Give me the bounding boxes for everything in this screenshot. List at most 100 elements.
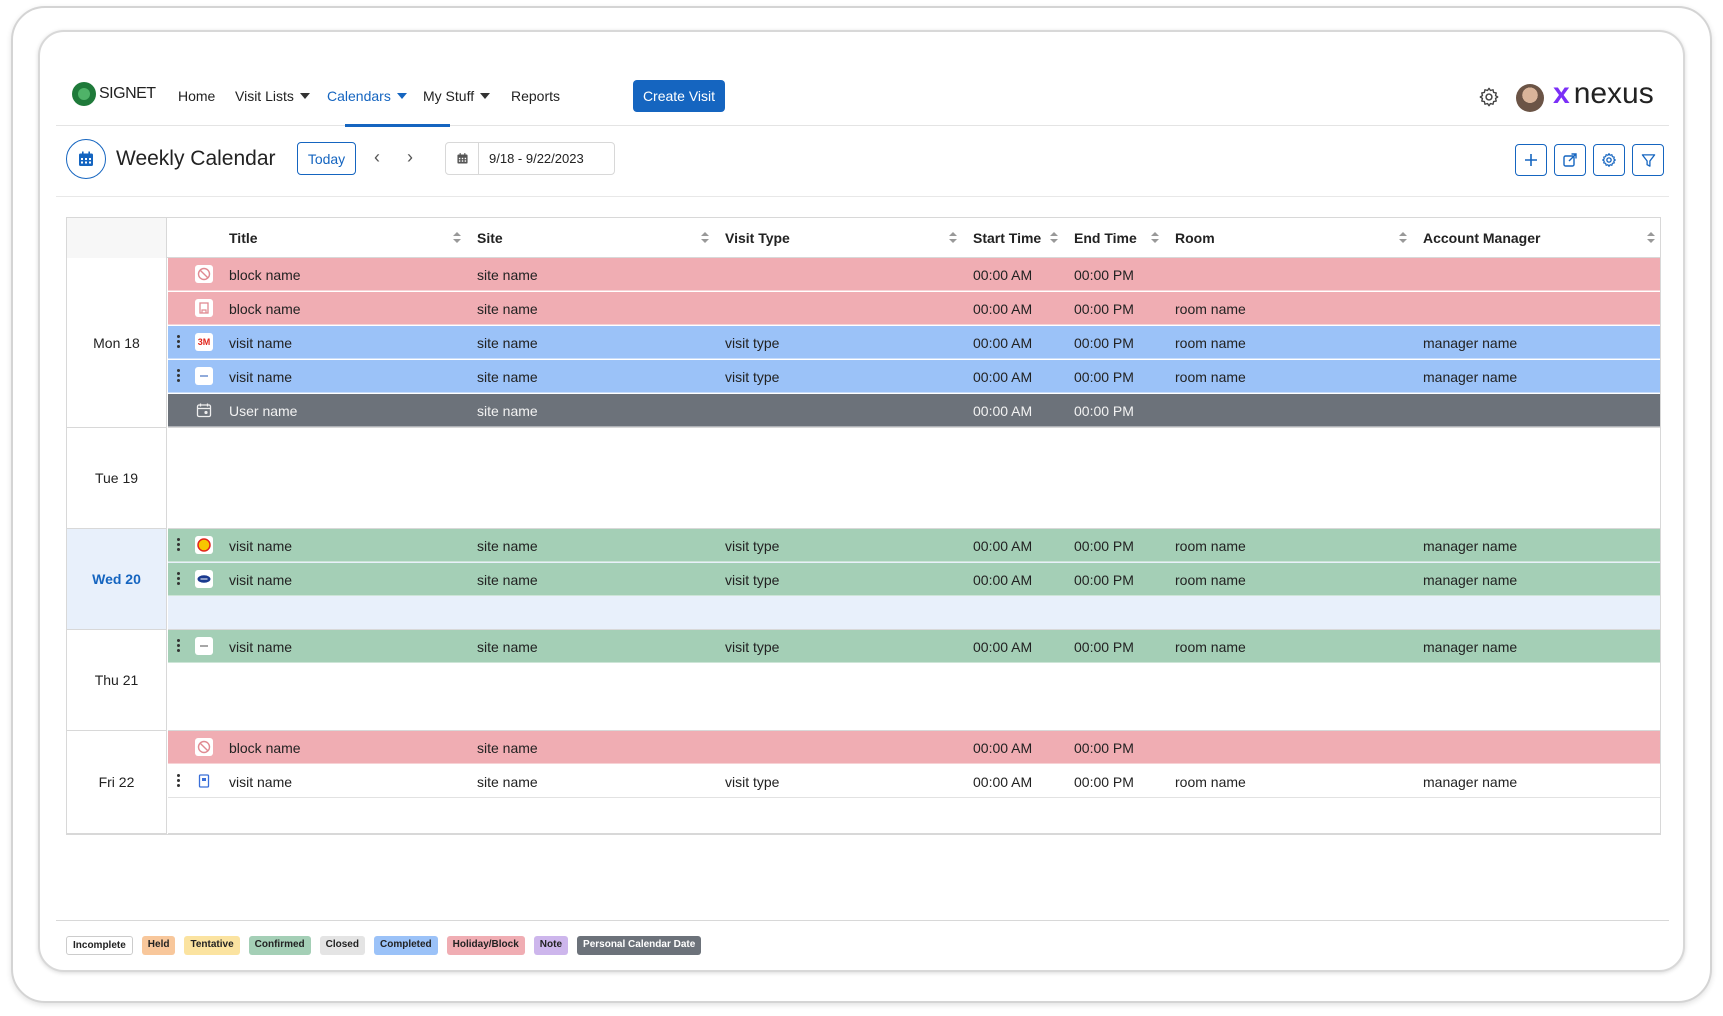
nav-home[interactable]: Home xyxy=(178,88,215,104)
row-menu-icon[interactable] xyxy=(177,538,181,552)
chevron-down-icon xyxy=(396,93,407,99)
row-start-time: 00:00 AM xyxy=(973,301,1033,317)
create-visit-button[interactable]: Create Visit xyxy=(633,80,725,112)
legend-badge-note: Note xyxy=(533,936,569,955)
column-header-room[interactable]: Room xyxy=(1175,230,1215,246)
row-menu-icon[interactable] xyxy=(177,774,181,788)
sort-icon[interactable] xyxy=(1399,231,1407,245)
signet-logo[interactable]: SIGNET xyxy=(72,82,156,106)
column-header-start-time[interactable]: Start Time xyxy=(973,230,1042,246)
company-logo-ford-icon xyxy=(195,570,213,588)
table-row[interactable]: visit name site name visit type 00:00 AM… xyxy=(168,563,1660,596)
top-nav: SIGNET Home Visit Lists Calendars My Stu… xyxy=(56,48,1669,127)
row-site: site name xyxy=(477,335,538,351)
signet-logo-text: SIGNET xyxy=(99,85,156,102)
row-end-time: 00:00 PM xyxy=(1074,572,1134,588)
date-range-text: 9/18 - 9/22/2023 xyxy=(489,151,584,166)
row-start-time: 00:00 AM xyxy=(973,267,1033,283)
row-manager: manager name xyxy=(1423,639,1518,655)
column-header-end-time[interactable]: End Time xyxy=(1074,230,1137,246)
user-avatar[interactable] xyxy=(1516,84,1544,112)
row-end-time: 00:00 PM xyxy=(1074,335,1134,351)
row-end-time: 00:00 PM xyxy=(1074,301,1134,317)
column-header-site[interactable]: Site xyxy=(477,230,503,246)
next-week-icon[interactable]: › xyxy=(407,147,413,167)
day-area-tue[interactable] xyxy=(168,428,1660,529)
row-start-time: 00:00 AM xyxy=(973,335,1033,351)
weekly-calendar-table: Title Site Visit Type Start Time End Tim… xyxy=(66,217,1661,835)
row-title: visit name xyxy=(229,538,293,554)
row-menu-icon[interactable] xyxy=(177,369,181,383)
row-title: visit name xyxy=(229,572,293,588)
company-logo-3m-text: 3M xyxy=(197,337,211,347)
row-start-time: 00:00 AM xyxy=(973,403,1033,419)
sort-icon[interactable] xyxy=(701,231,709,245)
nav-visit-lists[interactable]: Visit Lists xyxy=(235,88,310,104)
export-button[interactable] xyxy=(1554,144,1586,176)
nexus-logo-text: nexus xyxy=(1573,77,1654,110)
row-visit-type: visit type xyxy=(725,538,780,554)
row-site: site name xyxy=(477,774,538,790)
nav-reports[interactable]: Reports xyxy=(511,88,560,104)
column-header-visit-type[interactable]: Visit Type xyxy=(725,230,790,246)
table-row[interactable]: block name site name 00:00 AM 00:00 PM xyxy=(168,258,1660,291)
sort-icon[interactable] xyxy=(1050,231,1058,245)
sort-icon[interactable] xyxy=(1151,231,1159,245)
day-label-thu: Thu 21 xyxy=(67,630,167,731)
signet-logo-icon xyxy=(72,82,96,106)
filter-button[interactable] xyxy=(1632,144,1664,176)
legend-badge-personal-calendar-date: Personal Calendar Date xyxy=(577,936,702,955)
row-menu-icon[interactable] xyxy=(177,335,181,349)
calendar-icon xyxy=(79,151,93,166)
add-button[interactable] xyxy=(1515,144,1547,176)
company-logo-shell-icon xyxy=(195,536,213,554)
filter-icon xyxy=(1641,153,1655,167)
page-title: Weekly Calendar xyxy=(116,147,276,170)
table-row[interactable]: visit name site name visit type 00:00 AM… xyxy=(168,765,1660,798)
row-menu-icon[interactable] xyxy=(177,639,181,653)
date-range-picker[interactable]: 9/18 - 9/22/2023 xyxy=(445,142,615,175)
nav-my-stuff[interactable]: My Stuff xyxy=(423,88,491,104)
row-site: site name xyxy=(477,538,538,554)
column-header-account-manager[interactable]: Account Manager xyxy=(1423,230,1541,246)
row-site: site name xyxy=(477,572,538,588)
day-area-mon xyxy=(168,258,1660,428)
row-end-time: 00:00 PM xyxy=(1074,740,1134,756)
row-visit-type: visit type xyxy=(725,639,780,655)
table-row[interactable]: 3M visit name site name visit type 00:00… xyxy=(168,326,1660,359)
legend-badge-closed: Closed xyxy=(319,936,365,955)
row-manager: manager name xyxy=(1423,572,1518,588)
column-header-title[interactable]: Title xyxy=(229,230,258,246)
row-manager: manager name xyxy=(1423,335,1518,351)
table-row[interactable]: User name site name 00:00 AM 00:00 PM xyxy=(168,394,1660,427)
calendar-settings-button[interactable] xyxy=(1593,144,1625,176)
day-label-fri: Fri 22 xyxy=(67,731,167,834)
table-row[interactable]: block name site name 00:00 AM 00:00 PM r… xyxy=(168,292,1660,325)
plus-icon xyxy=(1525,154,1537,166)
day-area-thu[interactable] xyxy=(168,630,1660,731)
settings-gear-icon[interactable] xyxy=(1478,86,1500,108)
row-title: User name xyxy=(229,403,298,419)
blocked-icon xyxy=(195,738,213,756)
day-area-fri[interactable] xyxy=(168,731,1660,834)
nav-calendars[interactable]: Calendars xyxy=(327,88,407,104)
table-row[interactable]: block name site name 00:00 AM 00:00 PM xyxy=(168,731,1660,764)
table-row[interactable]: visit name site name visit type 00:00 AM… xyxy=(168,360,1660,393)
personal-calendar-icon xyxy=(195,401,213,419)
nav-reports-label: Reports xyxy=(511,88,561,104)
row-title: block name xyxy=(229,740,301,756)
nav-calendars-label: Calendars xyxy=(327,88,391,104)
table-row[interactable]: visit name site name visit type 00:00 AM… xyxy=(168,529,1660,562)
table-row[interactable]: visit name site name visit type 00:00 AM… xyxy=(168,630,1660,663)
row-menu-icon[interactable] xyxy=(177,572,181,586)
day-label-tue: Tue 19 xyxy=(67,428,167,529)
legend-divider xyxy=(56,920,1669,921)
sort-icon[interactable] xyxy=(949,231,957,245)
row-end-time: 00:00 PM xyxy=(1074,369,1134,385)
app-window: SIGNET Home Visit Lists Calendars My Stu… xyxy=(56,48,1669,958)
nexus-x-icon: x xyxy=(1553,77,1570,110)
today-button[interactable]: Today xyxy=(297,142,356,175)
previous-week-icon[interactable]: ‹ xyxy=(374,147,380,167)
sort-icon[interactable] xyxy=(1647,231,1655,245)
sort-icon[interactable] xyxy=(453,231,461,245)
